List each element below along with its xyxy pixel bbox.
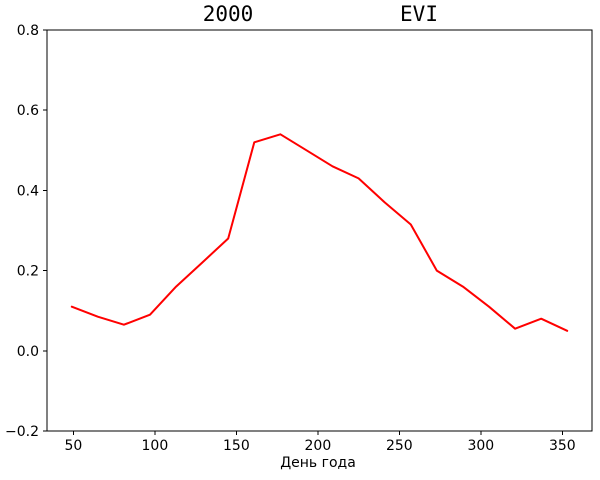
svg-text:250: 250	[386, 438, 413, 454]
svg-text:350: 350	[549, 438, 576, 454]
svg-text:300: 300	[467, 438, 494, 454]
svg-text:0.0: 0.0	[17, 344, 39, 360]
svg-text:0.6: 0.6	[17, 103, 39, 119]
svg-text:200: 200	[305, 438, 332, 454]
chart-title-year: 2000	[202, 2, 254, 26]
svg-text:150: 150	[223, 438, 250, 454]
x-axis-label: День года	[280, 455, 356, 471]
svg-text:0.2: 0.2	[17, 264, 39, 280]
svg-text:−0.2: −0.2	[5, 424, 39, 440]
svg-text:50: 50	[64, 438, 82, 454]
svg-text:0.4: 0.4	[17, 183, 39, 199]
svg-text:0.8: 0.8	[17, 23, 39, 39]
chart-title-series: EVI	[400, 2, 438, 26]
svg-text:100: 100	[142, 438, 169, 454]
